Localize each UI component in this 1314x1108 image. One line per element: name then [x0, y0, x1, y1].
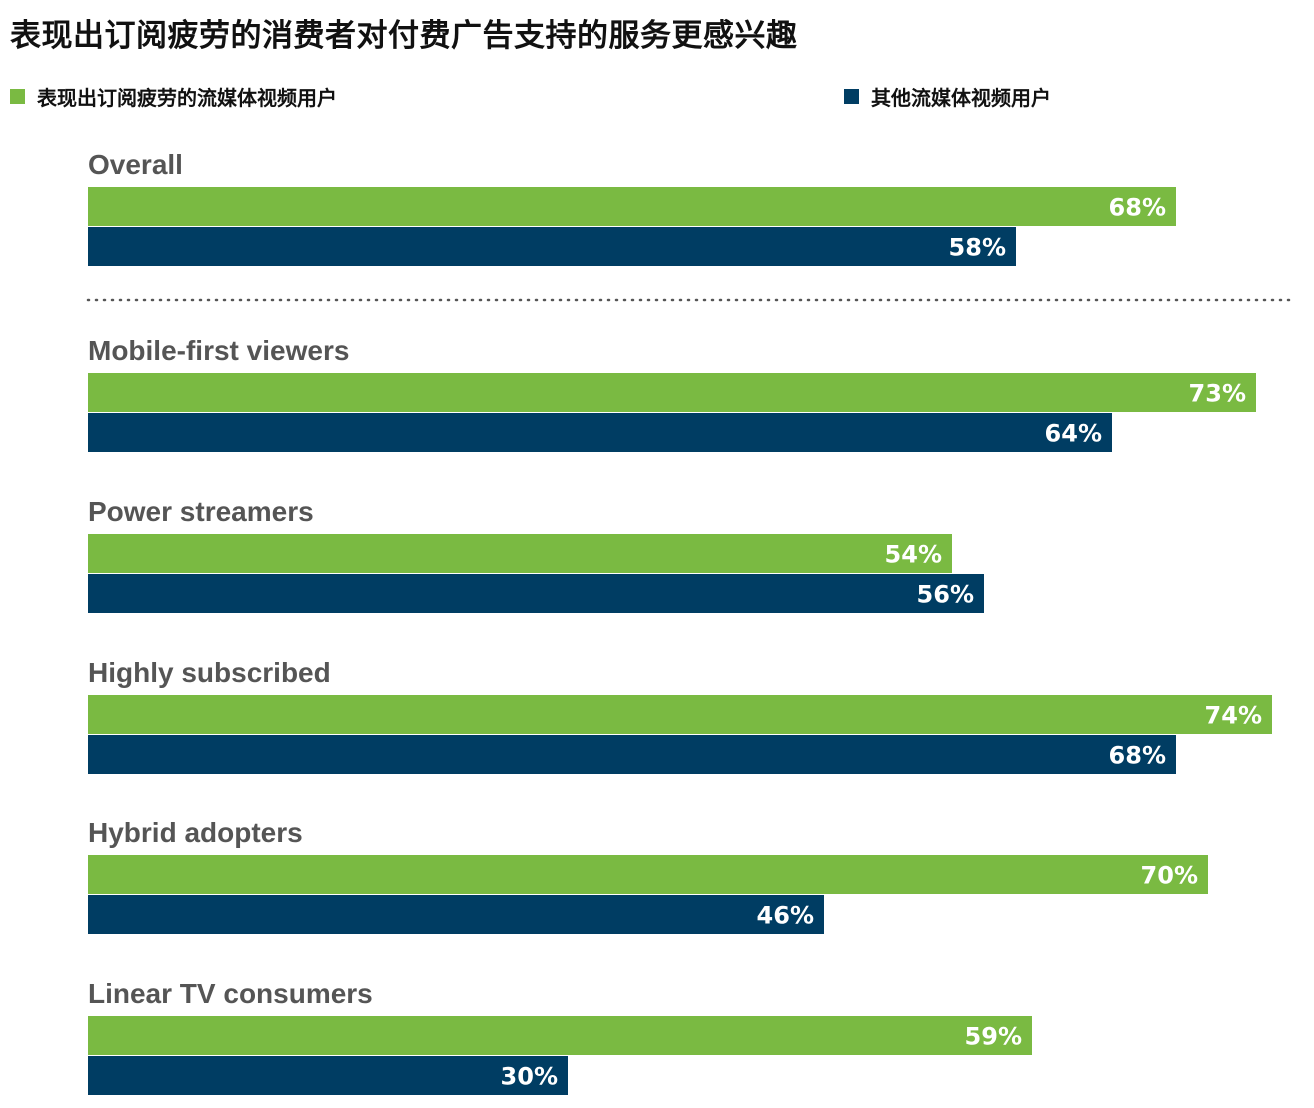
legend-swatch-fatigued	[10, 88, 25, 104]
bar-other	[88, 227, 1016, 266]
bar-other	[88, 735, 1176, 774]
chart-title: 表现出订阅疲劳的消费者对付费广告支持的服务更感兴趣	[10, 18, 798, 54]
bar-value-label: 54%	[885, 541, 942, 569]
category-label: Hybrid adopters	[88, 817, 303, 848]
category-label: Highly subscribed	[88, 657, 331, 688]
bar-fatigued	[88, 1016, 1032, 1055]
legend-item-fatigued: 表现出订阅疲劳的流媒体视频用户	[10, 83, 337, 110]
category-label: Mobile-first viewers	[88, 335, 349, 366]
bar-value-label: 46%	[757, 902, 814, 930]
legend-label-other: 其他流媒体视频用户	[871, 85, 1051, 110]
category-label: Linear TV consumers	[88, 978, 373, 1009]
bar-value-label: 74%	[1205, 702, 1262, 730]
bar-value-label: 68%	[1109, 194, 1166, 222]
category-label: Power streamers	[88, 496, 314, 527]
bar-value-label: 30%	[501, 1063, 558, 1091]
category-label: Overall	[88, 149, 183, 180]
legend-label-fatigued: 表现出订阅疲劳的流媒体视频用户	[37, 85, 337, 110]
bar-fatigued	[88, 534, 952, 573]
bar-fatigued	[88, 373, 1256, 412]
legend-item-other: 其他流媒体视频用户	[844, 83, 1051, 110]
legend-swatch-other	[844, 88, 859, 104]
bar-other	[88, 895, 824, 934]
bar-value-label: 73%	[1189, 380, 1246, 408]
bar-value-label: 58%	[949, 234, 1006, 262]
bar-value-label: 68%	[1109, 742, 1166, 770]
bar-fatigued	[88, 187, 1176, 226]
bar-other	[88, 1056, 568, 1095]
bar-value-label: 70%	[1141, 862, 1198, 890]
bar-other	[88, 574, 984, 613]
bar-fatigued	[88, 695, 1272, 734]
bar-other	[88, 413, 1112, 452]
bar-value-label: 59%	[965, 1023, 1022, 1051]
bar-value-label: 56%	[917, 581, 974, 609]
bar-value-label: 64%	[1045, 420, 1102, 448]
bar-fatigued	[88, 855, 1208, 894]
